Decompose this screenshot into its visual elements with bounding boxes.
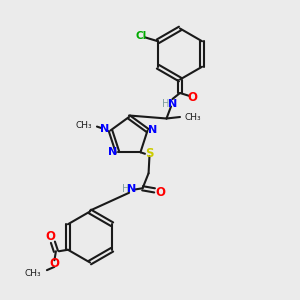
Text: N: N <box>127 184 136 194</box>
Text: O: O <box>46 230 56 243</box>
Text: N: N <box>148 125 158 136</box>
Text: CH₃: CH₃ <box>76 122 92 130</box>
Text: N: N <box>107 147 117 157</box>
Text: Cl: Cl <box>136 31 147 41</box>
Text: N: N <box>100 124 109 134</box>
Text: H: H <box>122 184 130 194</box>
Text: N: N <box>168 98 177 109</box>
Text: CH₃: CH₃ <box>184 112 201 122</box>
Text: S: S <box>145 147 154 160</box>
Text: H: H <box>162 98 169 109</box>
Text: O: O <box>50 257 59 270</box>
Text: O: O <box>187 91 197 104</box>
Text: O: O <box>155 186 165 199</box>
Text: CH₃: CH₃ <box>24 269 41 278</box>
